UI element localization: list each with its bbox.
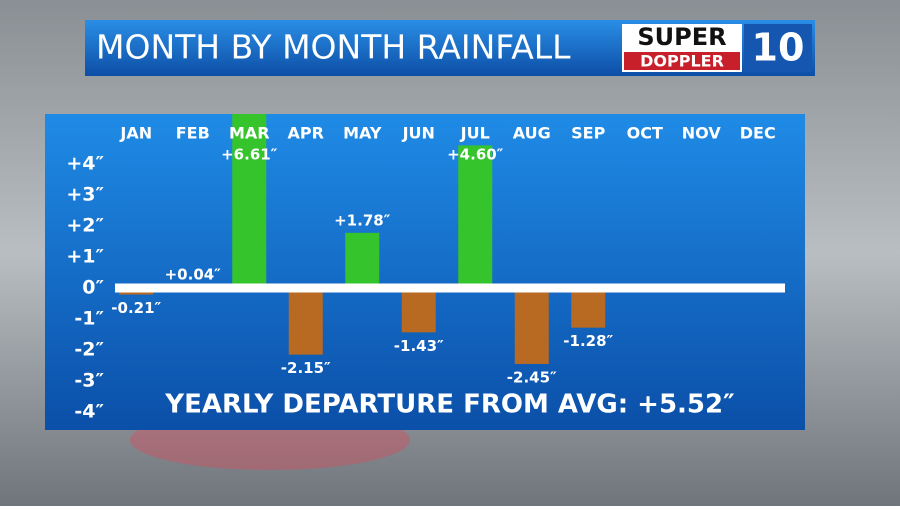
annotation: YEARLY DEPARTURE FROM AVG: +5.52″ [164,390,734,420]
bar [458,145,493,284]
x-tick-label: JUL [460,124,490,143]
logo-number: 10 [752,26,805,70]
x-tick-label: MAY [343,124,382,143]
value-label: +0.04″ [165,265,222,283]
x-tick-label: JUN [402,124,435,143]
bar [401,292,436,333]
value-label: -1.43″ [394,337,444,355]
logo-strip [624,52,740,70]
y-tick-label: +4″ [66,153,104,175]
x-tick-label: FEB [176,124,210,143]
chart-panel [45,114,805,430]
x-tick-label: MAR [229,124,270,143]
y-tick-label: -3″ [74,370,104,392]
x-tick-label: SEP [571,124,605,143]
x-tick-label: DEC [740,124,776,143]
chart-title: MONTH BY MONTH RAINFALL [96,28,571,67]
y-tick-label: +2″ [66,215,104,237]
value-label: -0.21″ [111,299,161,317]
y-tick-label: 0″ [82,277,104,299]
y-tick-label: -1″ [74,308,104,330]
x-tick-label: OCT [627,124,663,143]
logo-number-box [744,24,812,72]
bar [514,292,549,364]
value-label: -1.28″ [563,332,613,350]
bar [232,114,267,284]
value-label: +6.61″ [221,146,278,164]
x-tick-label: AUG [513,124,551,143]
value-label: +4.60″ [447,146,504,164]
bar [119,292,154,295]
y-tick-label: -2″ [74,339,104,361]
value-label: +1.78″ [334,211,391,229]
y-tick-label: +1″ [66,246,104,268]
x-tick-label: JAN [119,124,152,143]
bar [288,292,323,355]
x-tick-label: APR [288,124,324,143]
logo-text: DOPPLER [640,52,724,71]
plot-area [119,114,606,364]
value-label: -2.15″ [281,359,331,377]
bar [571,292,606,328]
logo-text: SUPER [637,23,726,51]
y-tick-label: -4″ [74,401,104,423]
bar [345,232,380,284]
value-label: -2.45″ [507,368,557,386]
x-tick-label: NOV [682,124,722,143]
y-tick-label: +3″ [66,184,104,206]
